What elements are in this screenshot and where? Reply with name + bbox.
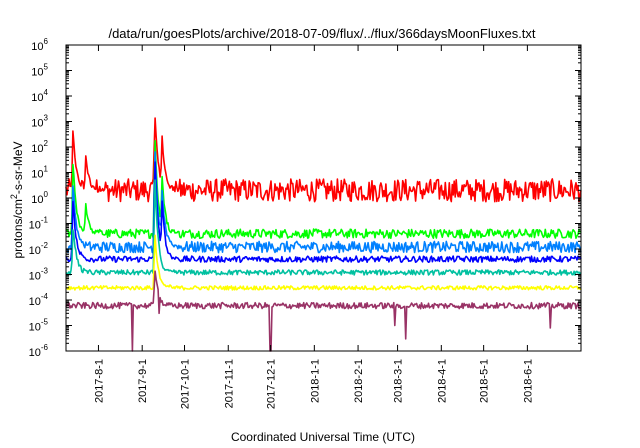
y-tick-label: 101	[31, 165, 48, 181]
x-tick-label: 2017-8-1	[93, 359, 105, 403]
chart-title: /data/run/goesPlots/archive/2018-07-09/f…	[108, 26, 535, 41]
x-tick-label: 2018-1-1	[309, 359, 321, 403]
y-tick-label: 102	[31, 139, 48, 155]
plot-area	[65, 117, 582, 352]
series-line	[65, 117, 582, 203]
x-axis-label: Coordinated Universal Time (UTC)	[231, 430, 415, 444]
series-line	[65, 151, 582, 254]
y-label-part: protons/cm	[11, 199, 25, 258]
series-line	[65, 179, 582, 276]
x-tick-label: 2017-9-1	[137, 359, 149, 403]
x-tick-label: 2017-12-1	[266, 359, 278, 409]
y-tick-label: 10-1	[29, 216, 49, 232]
x-tick-label: 2018-4-1	[436, 359, 448, 403]
series-line	[65, 161, 582, 263]
x-tick-label: 2017-11-1	[223, 359, 235, 408]
x-tick-label: 2018-5-1	[479, 359, 491, 403]
y-tick-label: 10-4	[29, 292, 49, 308]
y-tick-label: 10-5	[29, 318, 49, 334]
y-tick-label: 10-2	[29, 241, 49, 257]
x-axis: 2017-8-1 2017-9-1 2017-10-1 2017-11-1 2017-1…	[93, 45, 534, 409]
y-tick-label: 106	[31, 37, 48, 53]
y-axis-label: protons/cm2-s-sr-MeV	[9, 141, 25, 258]
y-label-superscript: 2	[9, 194, 19, 199]
x-tick-label: 2018-6-1	[522, 359, 534, 403]
y-tick-label: 10-3	[29, 267, 49, 283]
series-line	[65, 234, 582, 291]
y-tick-label: 10-6	[29, 343, 49, 359]
y-tick-label: 105	[31, 63, 48, 79]
y-label-part: -s-sr-MeV	[11, 141, 25, 194]
y-tick-label: 104	[31, 88, 48, 104]
x-tick-label: 2018-2-1	[353, 359, 365, 403]
y-axis: 10-6 10-5 10-4 10-3 10-2 10-1 100 101 102 103 104 1…	[29, 37, 581, 359]
x-tick-label: 2017-10-1	[180, 359, 192, 409]
series-line	[65, 140, 582, 239]
y-tick-label: 100	[31, 190, 48, 206]
series-line	[65, 270, 582, 352]
y-tick-label: 103	[31, 114, 48, 130]
x-tick-label: 2018-3-1	[393, 359, 405, 403]
